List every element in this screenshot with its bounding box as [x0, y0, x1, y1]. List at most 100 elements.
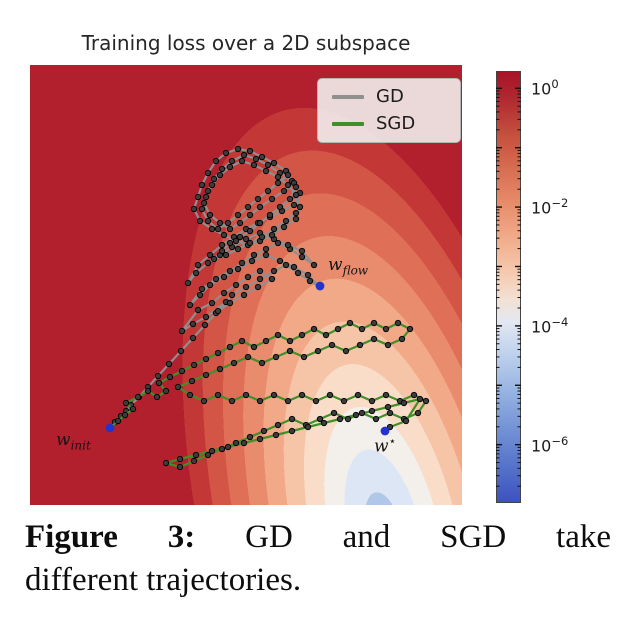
gd-trajectory-point: [266, 211, 274, 219]
sgd-trajectory-point: [238, 337, 246, 345]
gd-trajectory-point: [238, 157, 246, 165]
sgd-trajectory-point: [176, 463, 184, 471]
colorbar-tick-label: 10−4: [531, 314, 569, 337]
gd-trajectory-point: [240, 291, 248, 299]
gd-trajectory-point: [292, 191, 300, 199]
gd-trajectory-point: [218, 241, 226, 249]
sgd-trajectory-point: [334, 325, 342, 333]
gd-trajectory-point: [286, 195, 294, 203]
gd-trajectory-point: [226, 299, 234, 307]
gd-trajectory-point: [218, 165, 226, 173]
sgd-trajectory-point: [286, 337, 294, 345]
gd-trajectory-point: [216, 171, 224, 179]
sgd-trajectory-point: [352, 411, 360, 419]
w-init-point: [105, 423, 115, 433]
gd-trajectory-point: [264, 161, 272, 169]
sgd-trajectory-point: [228, 397, 236, 405]
gd-trajectory-point: [210, 175, 218, 183]
gd-trajectory-point: [226, 267, 234, 275]
sgd-trajectory-point: [368, 407, 376, 415]
sgd-trajectory-point: [178, 367, 186, 375]
gd-trajectory-point: [270, 159, 278, 167]
gd-trajectory-point: [298, 253, 306, 261]
gd-trajectory-point: [184, 279, 192, 287]
gd-trajectory-point: [177, 347, 185, 355]
caption-line-1: Figure 3: GD and SGD take: [25, 516, 611, 559]
gd-trajectory-point: [201, 321, 209, 329]
gd-trajectory-point: [206, 251, 214, 259]
sgd-trajectory-point: [400, 399, 408, 407]
sgd-trajectory-point: [422, 397, 430, 405]
sgd-trajectory-point: [258, 359, 266, 367]
gd-trajectory-point: [276, 203, 284, 211]
sgd-trajectory-point: [216, 365, 224, 373]
gd-trajectory-point: [208, 299, 216, 307]
gd-trajectory-point: [310, 261, 318, 269]
gd-trajectory-point: [210, 255, 218, 263]
gd-trajectory-point: [280, 187, 288, 195]
gd-trajectory-point: [208, 225, 216, 233]
gd-trajectory-point: [252, 155, 260, 163]
sgd-trajectory-point: [288, 427, 296, 435]
sgd-trajectory-point: [224, 443, 232, 451]
gd-trajectory-point: [246, 227, 254, 235]
sgd-trajectory-point: [262, 337, 270, 345]
sgd-trajectory-point: [358, 409, 366, 417]
sgd-trajectory-point: [300, 353, 308, 361]
sgd-trajectory-point: [386, 409, 394, 417]
gd-trajectory-point: [226, 225, 234, 233]
sgd-trajectory-point: [372, 415, 380, 423]
gd-trajectory-point: [292, 215, 300, 223]
w-flow-label: wflow: [328, 255, 369, 278]
sgd-trajectory-point: [340, 397, 348, 405]
colorbar-tick-label: 10−2: [531, 196, 569, 218]
sgd-trajectory-point: [386, 423, 394, 431]
sgd-trajectory-point: [190, 361, 198, 369]
gd-trajectory-point: [200, 199, 208, 207]
gd-trajectory-point: [228, 157, 236, 165]
sgd-trajectory-point: [298, 391, 306, 399]
gd-trajectory-point: [220, 231, 228, 239]
sgd-trajectory-point: [244, 353, 252, 361]
gd-trajectory-point: [234, 145, 242, 153]
sgd-trajectory-point: [314, 347, 322, 355]
sgd-trajectory-point: [121, 411, 129, 419]
gd-trajectory-point: [212, 275, 220, 283]
sgd-trajectory-point: [214, 391, 222, 399]
colorbar: [496, 71, 521, 503]
sgd-trajectory-point: [240, 439, 248, 447]
gd-trajectory-point: [298, 247, 306, 255]
w-init-label: winit: [56, 430, 91, 453]
gd-trajectory-point: [226, 163, 234, 171]
legend-label-gd: GD: [376, 86, 404, 107]
gd-line-swatch: [332, 95, 364, 99]
sgd-trajectory-point: [260, 427, 268, 435]
sgd-trajectory-point: [384, 403, 392, 411]
plot-title: Training loss over a 2D subspace: [81, 31, 411, 55]
gd-trajectory-point: [250, 161, 258, 169]
gd-trajectory-point: [196, 217, 204, 225]
sgd-trajectory-point: [316, 415, 324, 423]
caption-text-line1: GD and SGD take: [245, 519, 611, 555]
legend: GD SGD: [317, 78, 461, 143]
legend-item-sgd: SGD: [332, 115, 446, 133]
gd-trajectory-point: [216, 219, 224, 227]
gd-trajectory-point: [234, 211, 242, 219]
sgd-trajectory-point: [232, 439, 240, 447]
sgd-trajectory-point: [382, 325, 390, 333]
gd-trajectory-point: [234, 245, 242, 253]
sgd-trajectory-point: [202, 371, 210, 379]
legend-label-sgd: SGD: [376, 113, 416, 134]
gd-trajectory-point: [220, 273, 228, 281]
gd-trajectory-point: [224, 219, 232, 227]
colorbar-bar: [496, 71, 521, 503]
gd-trajectory-point: [284, 171, 292, 179]
gd-trajectory-point: [198, 205, 206, 213]
w-star-label: w⋆: [374, 434, 397, 457]
gd-trajectory-point: [246, 239, 254, 247]
sgd-trajectory-point: [190, 457, 198, 465]
gd-trajectory-point: [194, 306, 202, 314]
sgd-trajectory-point: [153, 393, 161, 401]
gd-trajectory-point: [226, 239, 234, 247]
sgd-trajectory-point: [176, 455, 184, 463]
